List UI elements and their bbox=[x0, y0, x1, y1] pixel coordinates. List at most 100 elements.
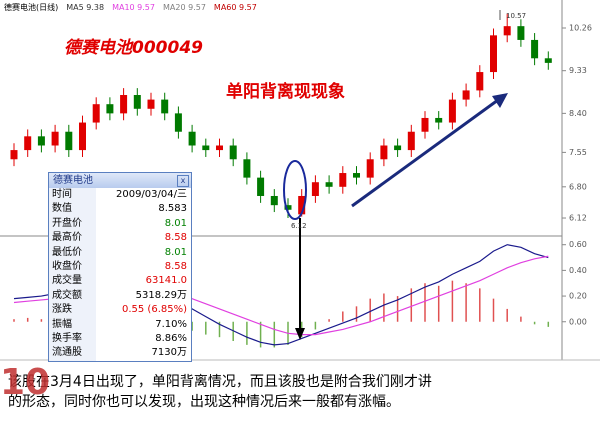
candle-body bbox=[188, 131, 196, 146]
candle-body bbox=[394, 145, 402, 151]
watermark: 10 bbox=[0, 362, 51, 403]
arrow-head bbox=[295, 328, 305, 340]
highlight-ellipse bbox=[283, 160, 307, 220]
caption: 该股在3月4日出现了，单阳背离情况，而且该股也是附合我们刚才讲 的形态，同时你也可… bbox=[8, 372, 432, 412]
info-label: 数值 bbox=[49, 202, 96, 217]
candle-body bbox=[79, 122, 86, 151]
info-value: 8.86% bbox=[155, 332, 187, 344]
candle-body bbox=[476, 72, 484, 91]
info-label: 流通股 bbox=[49, 346, 96, 361]
candle-body bbox=[65, 131, 73, 151]
info-value: 7.10% bbox=[155, 318, 187, 330]
ma-label: MA5 9.38 bbox=[66, 3, 105, 12]
candle-body bbox=[503, 26, 511, 36]
subtitle: 单阳背离现现象 bbox=[226, 82, 345, 102]
info-row: 最高价 8.58 bbox=[49, 231, 191, 246]
info-row: 成交量 63141.0 bbox=[49, 274, 191, 289]
info-row: 最低价 8.01 bbox=[49, 245, 191, 260]
info-value: 8.01 bbox=[164, 217, 187, 229]
ma-label: MA10 9.57 bbox=[112, 3, 155, 12]
info-value: 2009/03/04/三 bbox=[115, 189, 187, 200]
info-value: 7130万 bbox=[151, 347, 187, 359]
candle-body bbox=[133, 95, 141, 109]
info-row: 收盘价 8.58 bbox=[49, 259, 191, 275]
info-row: 流通股 7130万 bbox=[49, 346, 191, 361]
high-annotation: 10.57 bbox=[506, 12, 526, 20]
info-label: 振幅 bbox=[49, 317, 96, 332]
candle-body bbox=[284, 205, 292, 210]
info-label: 最高价 bbox=[49, 231, 96, 246]
arrow-head bbox=[492, 93, 508, 108]
candle-body bbox=[270, 195, 278, 206]
candle-body bbox=[366, 159, 374, 178]
info-label: 换手率 bbox=[49, 331, 96, 347]
candle-body bbox=[448, 99, 456, 123]
candle-body bbox=[517, 26, 525, 40]
title: 德赛电池000049 bbox=[64, 38, 203, 58]
candle-body bbox=[544, 58, 552, 63]
candle-body bbox=[147, 99, 155, 109]
ma-label: MA20 9.57 bbox=[163, 3, 206, 12]
info-value: 8.58 bbox=[164, 260, 187, 272]
candle-body bbox=[92, 104, 100, 123]
low-annotation: 6.12 bbox=[291, 222, 307, 230]
candle-body bbox=[311, 182, 319, 196]
y-tick-label: 0.00 bbox=[569, 317, 587, 326]
candle-body bbox=[339, 173, 347, 187]
candle-body bbox=[531, 39, 539, 59]
candle-body bbox=[161, 99, 169, 114]
candle-body bbox=[37, 136, 45, 146]
caption-line: 该股在3月4日出现了，单阳背离情况，而且该股也是附合我们刚才讲 bbox=[8, 374, 432, 390]
candle-body bbox=[462, 90, 470, 100]
candle-body bbox=[407, 131, 415, 151]
info-title: 德赛电池 x bbox=[49, 173, 191, 188]
candle-body bbox=[353, 173, 360, 178]
header: 德赛电池(日线) MA5 9.38 MA10 9.57 MA20 9.57 MA60 9… bbox=[4, 2, 265, 13]
info-row: 数值 8.583 bbox=[49, 202, 191, 217]
candle-body bbox=[24, 136, 32, 151]
candle-body bbox=[325, 182, 333, 187]
info-label: 成交额 bbox=[49, 288, 96, 304]
info-label: 成交量 bbox=[49, 274, 96, 289]
y-tick-label: 0.40 bbox=[569, 266, 587, 275]
info-label: 时间 bbox=[49, 188, 96, 203]
stock-name: 德赛电池(日线) bbox=[4, 3, 59, 12]
candle-body bbox=[120, 95, 128, 114]
candle-body bbox=[298, 195, 306, 215]
candle-body bbox=[106, 104, 114, 114]
info-box: 德赛电池 x 时间 2009/03/04/三数值 8.583 开盘价 8.01 最高价 8.5… bbox=[48, 172, 192, 362]
info-title-text: 德赛电池 bbox=[53, 175, 93, 186]
candle-body bbox=[490, 35, 497, 73]
info-value: 0.55 (6.85%) bbox=[121, 304, 187, 316]
y-tick-label: 6.80 bbox=[569, 182, 587, 191]
trend-arrow bbox=[351, 98, 499, 208]
candle-body bbox=[174, 113, 182, 132]
candle-body bbox=[435, 117, 443, 123]
info-label: 涨跌 bbox=[49, 303, 96, 318]
y-tick-label: 8.40 bbox=[569, 109, 587, 118]
candle-body bbox=[10, 150, 18, 160]
info-row: 成交额 5318.29万 bbox=[49, 288, 191, 304]
y-tick-label: 0.20 bbox=[569, 292, 587, 301]
info-row: 开盘价 8.01 bbox=[49, 216, 191, 232]
info-row: 涨跌 0.55 (6.85%) bbox=[49, 303, 191, 318]
ma-label: MA60 9.57 bbox=[213, 3, 257, 12]
info-value: 5318.29万 bbox=[135, 289, 187, 301]
candle-body bbox=[243, 159, 251, 178]
info-row: 振幅 7.10% bbox=[49, 317, 191, 332]
info-value: 8.58 bbox=[164, 232, 187, 244]
candle-body bbox=[257, 177, 265, 196]
info-label: 开盘价 bbox=[49, 216, 96, 232]
candle-body bbox=[202, 145, 210, 151]
close-button[interactable]: x bbox=[177, 175, 189, 187]
y-tick-label: 10.26 bbox=[569, 23, 592, 32]
candle-body bbox=[51, 131, 59, 146]
info-value: 8.583 bbox=[158, 203, 187, 215]
candle-body bbox=[380, 145, 388, 160]
info-value: 63141.0 bbox=[145, 275, 187, 287]
caption-line: 的形态，同时你也可以发现，出现这种情况后来一般都有涨幅。 bbox=[8, 394, 400, 410]
y-tick-label: 6.12 bbox=[569, 214, 587, 223]
info-value: 8.01 bbox=[164, 246, 187, 258]
